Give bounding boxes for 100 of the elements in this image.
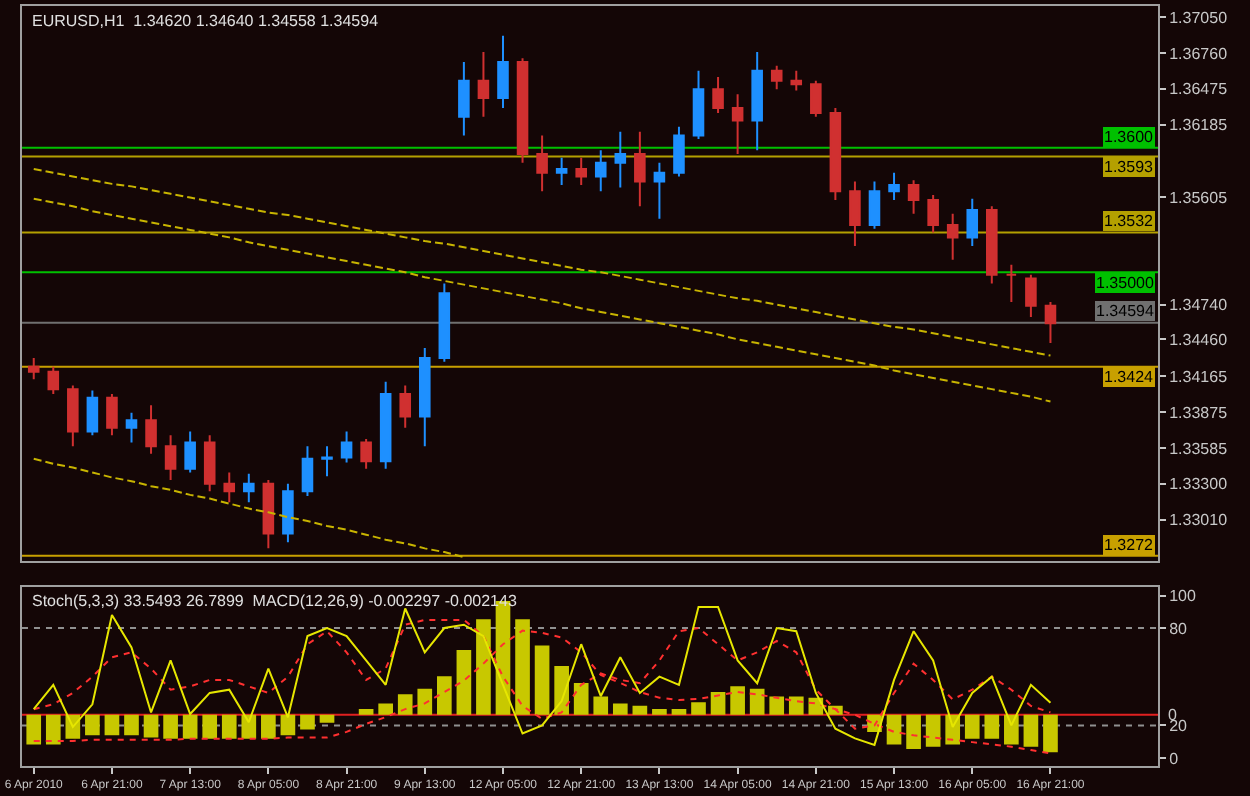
candlestick	[966, 197, 979, 248]
y-tick-label: 80	[1169, 619, 1189, 638]
bar	[612, 703, 628, 715]
candlestick	[379, 380, 392, 470]
candlestick	[614, 130, 627, 189]
candlestick	[712, 75, 724, 114]
candlestick	[907, 179, 920, 215]
bar	[280, 714, 296, 736]
bar	[1004, 714, 1019, 745]
ref-line-label: 1.3593	[1104, 158, 1155, 176]
bar	[163, 714, 178, 739]
candlestick	[634, 130, 646, 208]
y-tick-label: 1.34740	[1169, 296, 1229, 315]
bar	[769, 696, 785, 715]
bar	[85, 714, 100, 736]
line-series	[32, 457, 465, 559]
candlestick	[888, 171, 900, 202]
candlestick	[751, 51, 763, 152]
bar	[300, 714, 315, 730]
bar	[397, 694, 413, 715]
candlestick	[360, 437, 372, 470]
bar	[730, 686, 745, 715]
y-tick-label: 1.37050	[1169, 8, 1229, 27]
candlestick	[262, 478, 275, 550]
bar	[788, 696, 804, 715]
bar	[456, 649, 472, 715]
bar	[906, 714, 921, 749]
bar	[104, 714, 120, 736]
candlestick	[223, 471, 236, 504]
bar	[182, 714, 198, 739]
bar	[26, 714, 42, 745]
bar	[261, 714, 276, 739]
ref-line-label: 1.3600	[1104, 128, 1155, 146]
candlestick	[145, 404, 157, 455]
y-tick-label: 0	[1169, 749, 1180, 768]
y-tick-label: 1.36185	[1169, 116, 1229, 135]
y-tick-label: 1.35605	[1169, 188, 1229, 207]
candlestick	[67, 384, 79, 448]
bar	[221, 714, 237, 739]
candlestick	[516, 57, 529, 164]
bar	[202, 714, 218, 739]
bar	[964, 714, 980, 739]
bar	[593, 696, 609, 715]
bar	[1043, 714, 1058, 753]
candlestick	[594, 149, 607, 193]
ref-line-label: 1.34594	[1096, 302, 1155, 320]
candlestick	[282, 482, 294, 544]
bar	[417, 688, 433, 715]
candlestick	[86, 389, 99, 437]
y-tick-label: 1.34165	[1169, 367, 1229, 386]
candlestick	[27, 357, 40, 381]
y-tick-label: 1.33585	[1169, 439, 1229, 458]
ref-line-label: 1.3424	[1104, 368, 1155, 386]
candlestick	[653, 161, 666, 220]
candlestick	[1005, 263, 1018, 304]
bar	[515, 619, 530, 715]
bar	[984, 714, 1000, 739]
candlestick	[47, 365, 60, 396]
candlestick	[301, 445, 314, 498]
candlestick	[536, 134, 548, 193]
candlestick	[692, 69, 705, 141]
ref-line-label: 1.3272	[1104, 536, 1155, 554]
candlestick	[321, 445, 333, 478]
candlestick	[810, 79, 822, 118]
candlestick	[419, 347, 431, 448]
candlestick	[829, 107, 842, 202]
candlestick	[946, 212, 959, 261]
candlestick	[438, 282, 451, 363]
bar	[437, 676, 452, 715]
candlestick	[184, 430, 196, 474]
candlestick	[497, 34, 509, 109]
chart-title: EURUSD,H1 1.34620 1.34640 1.34558 1.34594	[32, 12, 380, 30]
y-tick-label: 1.36475	[1169, 80, 1229, 99]
bar	[124, 714, 139, 736]
candlestick	[125, 411, 138, 444]
candlestick	[164, 434, 177, 481]
line-series	[32, 167, 1052, 357]
bar	[573, 682, 589, 715]
bar	[1023, 714, 1039, 747]
y-tick-label: 1.33010	[1169, 511, 1229, 530]
bar	[378, 703, 393, 715]
bar	[632, 705, 648, 715]
bar	[925, 714, 941, 747]
bar	[143, 714, 159, 738]
candlestick	[458, 60, 470, 137]
candlestick	[243, 472, 255, 504]
chart-title: Stoch(5,3,3) 33.5493 26.7899 MACD(12,26,9) -0.002297 -0.002143	[32, 592, 518, 610]
candlestick	[849, 180, 861, 248]
ref-line-label: 1.35000	[1096, 274, 1155, 292]
candlestick	[986, 205, 998, 285]
y-tick-label: 1.36760	[1169, 44, 1229, 63]
bar	[476, 619, 491, 715]
candlestick	[1025, 273, 1037, 318]
bar	[45, 714, 61, 745]
candlestick	[868, 180, 881, 230]
line-series	[32, 197, 1052, 403]
y-tick-label: 1.33300	[1169, 475, 1229, 494]
y-tick-label: 1.34460	[1169, 330, 1229, 349]
bar	[710, 692, 726, 715]
candlestick	[477, 51, 490, 118]
